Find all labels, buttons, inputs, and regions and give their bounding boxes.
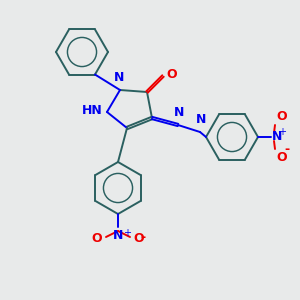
- Text: +: +: [278, 127, 286, 137]
- Text: N: N: [196, 113, 206, 126]
- Text: N: N: [113, 229, 123, 242]
- Text: O: O: [276, 151, 286, 164]
- Text: N: N: [114, 71, 124, 84]
- Text: +: +: [123, 228, 131, 238]
- Text: O: O: [92, 232, 102, 245]
- Text: O: O: [133, 232, 144, 245]
- Text: N: N: [272, 130, 282, 142]
- Text: -: -: [140, 232, 145, 244]
- Text: O: O: [276, 110, 286, 123]
- Text: O: O: [166, 68, 177, 82]
- Text: N: N: [174, 106, 184, 119]
- Text: -: -: [284, 143, 289, 157]
- Text: HN: HN: [82, 104, 103, 118]
